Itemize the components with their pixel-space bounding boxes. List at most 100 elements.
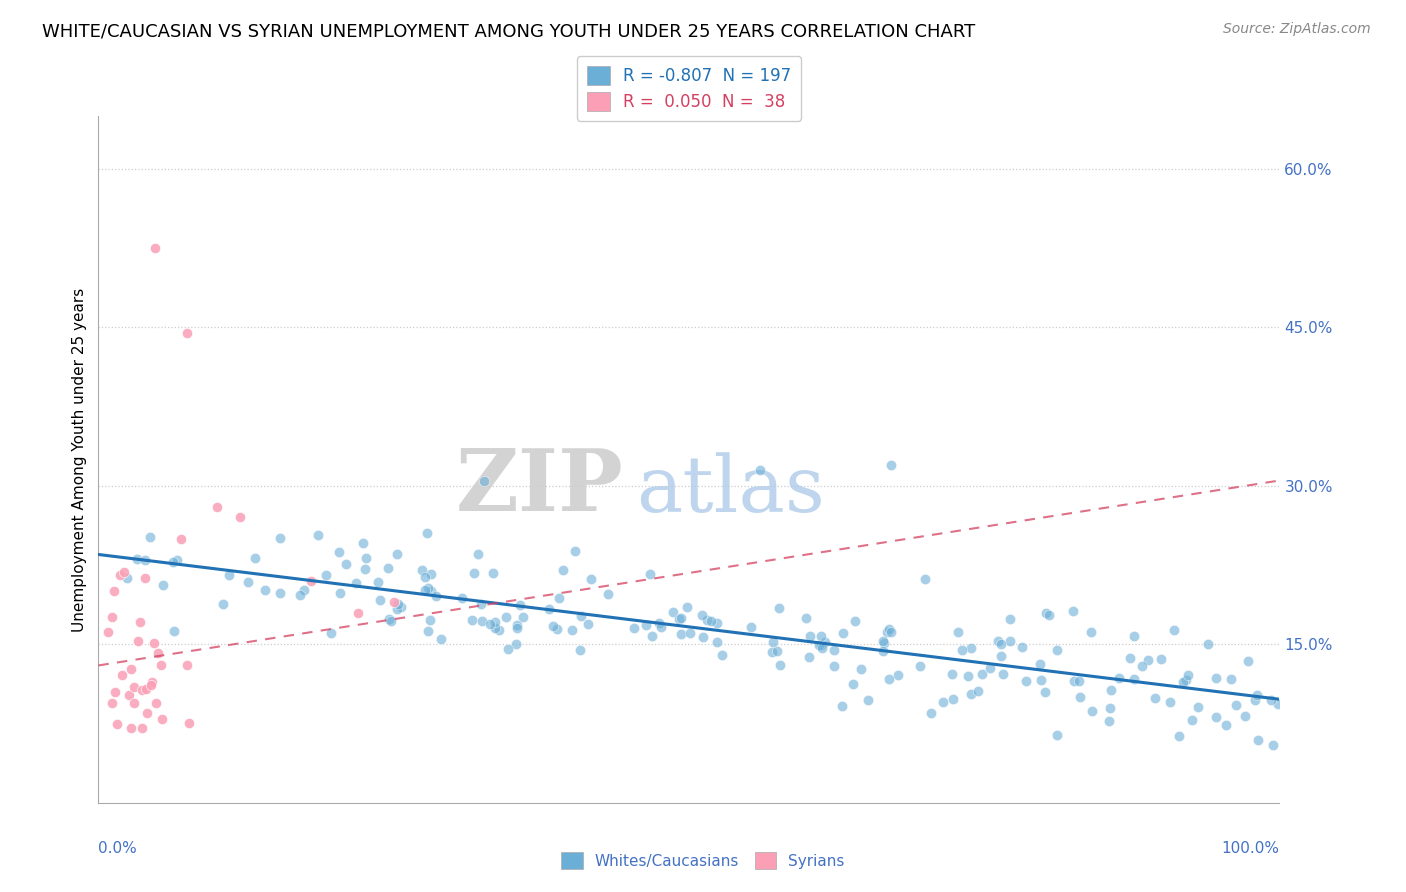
Point xyxy=(488,623,510,637)
Point xyxy=(823,643,845,657)
Point xyxy=(942,691,965,706)
Point xyxy=(671,610,693,624)
Point xyxy=(1035,606,1057,620)
Point xyxy=(506,618,529,632)
Point xyxy=(163,624,186,638)
Point xyxy=(941,666,963,681)
Point xyxy=(470,598,492,612)
Point xyxy=(353,561,375,575)
Point xyxy=(740,620,762,634)
Point xyxy=(1236,654,1258,668)
Point xyxy=(134,571,156,585)
Point xyxy=(990,648,1012,663)
Point xyxy=(344,575,367,590)
Point xyxy=(823,659,845,673)
Point xyxy=(668,612,690,626)
Point xyxy=(546,622,568,636)
Point xyxy=(112,565,135,579)
Point xyxy=(170,532,193,546)
Text: atlas: atlas xyxy=(636,452,824,528)
Point xyxy=(1080,624,1102,639)
Point xyxy=(413,583,436,598)
Point xyxy=(553,563,575,577)
Point xyxy=(679,626,702,640)
Point xyxy=(131,721,153,735)
Point xyxy=(1118,651,1140,665)
Point xyxy=(142,636,165,650)
Point xyxy=(110,567,132,582)
Point xyxy=(506,621,529,635)
Point xyxy=(243,550,266,565)
Point xyxy=(1244,693,1267,707)
Point xyxy=(1261,738,1284,752)
Point xyxy=(463,566,485,580)
Point xyxy=(512,610,534,624)
Point xyxy=(101,696,124,710)
Point xyxy=(662,606,685,620)
Point xyxy=(696,613,718,627)
Point xyxy=(419,567,441,582)
Point xyxy=(205,500,228,514)
Point xyxy=(1038,608,1060,623)
Point xyxy=(138,530,160,544)
Point xyxy=(299,574,322,588)
Point xyxy=(176,658,198,673)
Point xyxy=(1028,657,1050,671)
Text: WHITE/CAUCASIAN VS SYRIAN UNEMPLOYMENT AMONG YOUTH UNDER 25 YEARS CORRELATION CH: WHITE/CAUCASIAN VS SYRIAN UNEMPLOYMENT A… xyxy=(42,22,976,40)
Point xyxy=(950,643,973,657)
Point xyxy=(1163,624,1185,638)
Point xyxy=(377,560,399,574)
Point xyxy=(416,525,439,540)
Point xyxy=(914,572,936,586)
Point xyxy=(101,609,124,624)
Point xyxy=(143,241,166,255)
Point xyxy=(177,716,200,731)
Point xyxy=(1099,701,1122,715)
Point xyxy=(832,626,855,640)
Point xyxy=(411,563,433,577)
Point xyxy=(1000,634,1022,648)
Point xyxy=(920,706,942,721)
Point xyxy=(1123,630,1146,644)
Point xyxy=(991,666,1014,681)
Point xyxy=(150,712,173,726)
Point xyxy=(103,583,125,598)
Point xyxy=(229,510,252,524)
Point xyxy=(385,547,408,561)
Point xyxy=(1181,713,1204,727)
Point xyxy=(413,569,436,583)
Point xyxy=(120,662,142,676)
Point xyxy=(218,567,240,582)
Point xyxy=(131,683,153,698)
Point xyxy=(1031,673,1053,687)
Point xyxy=(1098,714,1121,728)
Legend: Whites/Caucasians, Syrians: Whites/Caucasians, Syrians xyxy=(555,846,851,875)
Point xyxy=(872,644,894,658)
Point xyxy=(450,591,472,605)
Point xyxy=(1246,733,1268,747)
Point xyxy=(111,667,134,681)
Point xyxy=(638,567,661,582)
Point xyxy=(946,625,969,640)
Point xyxy=(880,458,903,472)
Point xyxy=(960,687,983,701)
Point xyxy=(1225,698,1247,712)
Point xyxy=(564,544,586,558)
Point xyxy=(1099,683,1122,698)
Text: ZIP: ZIP xyxy=(456,445,624,529)
Point xyxy=(105,717,128,731)
Point xyxy=(136,706,159,721)
Point xyxy=(700,614,723,628)
Point xyxy=(496,642,519,657)
Point xyxy=(1069,690,1091,705)
Point xyxy=(505,637,527,651)
Point xyxy=(1137,653,1160,667)
Point xyxy=(368,593,391,607)
Point xyxy=(960,641,983,656)
Point xyxy=(152,578,174,592)
Text: 100.0%: 100.0% xyxy=(1222,840,1279,855)
Point xyxy=(389,600,412,615)
Point xyxy=(876,625,898,640)
Point xyxy=(979,661,1001,675)
Point xyxy=(908,659,931,673)
